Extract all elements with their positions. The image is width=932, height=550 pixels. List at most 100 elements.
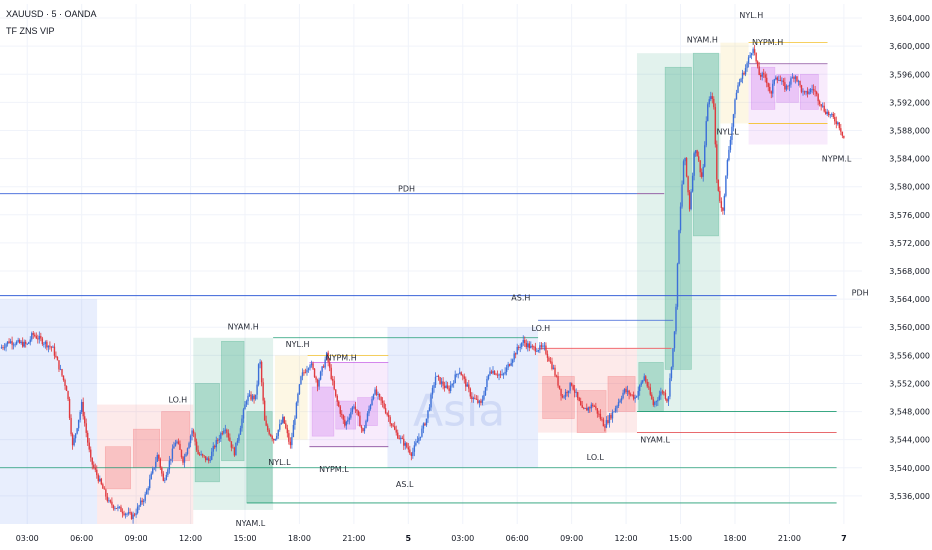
candle-body bbox=[105, 489, 107, 497]
candle-body bbox=[333, 380, 335, 390]
candle-body bbox=[285, 423, 287, 429]
candle-body bbox=[623, 388, 626, 393]
candle-body bbox=[784, 82, 786, 90]
candle-body bbox=[392, 425, 394, 427]
candle-body bbox=[97, 475, 99, 482]
candle-body bbox=[667, 396, 670, 402]
candle-body bbox=[826, 111, 828, 115]
candle-body bbox=[357, 411, 360, 416]
candle-body bbox=[478, 400, 481, 403]
candle-body bbox=[180, 449, 183, 458]
candle-body bbox=[687, 176, 689, 193]
candle-body bbox=[254, 394, 257, 400]
candle-body bbox=[145, 490, 148, 495]
candle-body bbox=[328, 362, 331, 368]
candle-body bbox=[675, 306, 677, 332]
session-label: AS.H bbox=[511, 294, 530, 303]
candle-body bbox=[829, 114, 831, 116]
candle-body bbox=[93, 464, 95, 468]
candle-body bbox=[475, 398, 478, 400]
candle-body bbox=[345, 421, 348, 426]
candle-body bbox=[766, 77, 768, 84]
candle-body bbox=[534, 346, 537, 352]
candle-body bbox=[580, 400, 582, 406]
candle-body bbox=[690, 191, 692, 210]
candle-body bbox=[206, 458, 208, 461]
candle-body bbox=[539, 345, 541, 351]
candle-body bbox=[256, 384, 258, 395]
candle-body bbox=[570, 382, 573, 386]
candle-body bbox=[841, 131, 844, 136]
candle-body bbox=[722, 207, 724, 211]
candle-body bbox=[100, 478, 103, 485]
candle-body bbox=[319, 371, 322, 380]
candle-body bbox=[699, 160, 701, 173]
candle-body bbox=[295, 402, 298, 419]
candle-body bbox=[708, 99, 710, 105]
candle-body bbox=[622, 392, 624, 399]
candle-body bbox=[8, 341, 10, 343]
candle-body bbox=[422, 423, 425, 429]
candle-body bbox=[728, 149, 730, 161]
candle-body bbox=[406, 443, 408, 448]
candle-body bbox=[76, 428, 78, 434]
candle-body bbox=[805, 91, 807, 93]
candle-body bbox=[477, 399, 479, 403]
candle-body bbox=[484, 387, 487, 396]
candle-body bbox=[471, 396, 473, 400]
candle-body bbox=[56, 356, 59, 361]
candle-body bbox=[611, 411, 614, 419]
candle-body bbox=[117, 506, 119, 509]
candle-body bbox=[185, 453, 187, 457]
candle-body bbox=[510, 362, 512, 366]
candle-body bbox=[363, 428, 366, 432]
candle-body bbox=[554, 367, 556, 376]
candle-body bbox=[430, 394, 432, 408]
candle-body bbox=[339, 406, 341, 414]
candle-body bbox=[301, 372, 304, 377]
candle-body bbox=[797, 80, 800, 82]
candle-body bbox=[149, 479, 151, 489]
candle-body bbox=[279, 424, 281, 430]
candle-body bbox=[419, 436, 422, 438]
candle-body bbox=[821, 105, 824, 107]
candle-body bbox=[73, 438, 75, 446]
nyam-range-box bbox=[638, 362, 664, 412]
candle-body bbox=[5, 344, 7, 348]
x-tick-label: 7 bbox=[841, 534, 847, 543]
candle-body bbox=[607, 420, 609, 424]
candle-body bbox=[26, 343, 28, 345]
candle-body bbox=[306, 369, 308, 373]
candle-body bbox=[542, 345, 544, 347]
candle-body bbox=[446, 385, 449, 389]
candle-body bbox=[649, 387, 651, 395]
candle-body bbox=[274, 438, 276, 441]
candle-body bbox=[700, 172, 703, 177]
candle-body bbox=[563, 396, 565, 398]
candle-body bbox=[658, 395, 661, 400]
candle-body bbox=[313, 368, 316, 378]
candle-body bbox=[68, 399, 71, 418]
candle-body bbox=[575, 392, 577, 393]
session-label: NYAM.H bbox=[228, 322, 259, 331]
candle-body bbox=[115, 508, 118, 509]
candle-body bbox=[21, 341, 24, 347]
candle-body bbox=[769, 86, 771, 92]
candle-body bbox=[684, 157, 686, 162]
candle-body bbox=[519, 346, 521, 348]
candle-body bbox=[595, 406, 597, 409]
candle-body bbox=[832, 113, 834, 118]
candle-body bbox=[661, 391, 664, 393]
candle-body bbox=[158, 455, 160, 459]
candle-body bbox=[297, 393, 299, 403]
candle-body bbox=[811, 89, 813, 90]
candle-body bbox=[397, 432, 399, 439]
candle-body bbox=[834, 117, 836, 122]
candle-body bbox=[359, 415, 361, 427]
asia-session-box bbox=[387, 327, 539, 468]
candle-body bbox=[383, 402, 385, 409]
session-label: NYAM.L bbox=[236, 519, 266, 528]
candle-body bbox=[434, 376, 437, 386]
y-tick-label: 3,568,000 bbox=[889, 267, 930, 276]
